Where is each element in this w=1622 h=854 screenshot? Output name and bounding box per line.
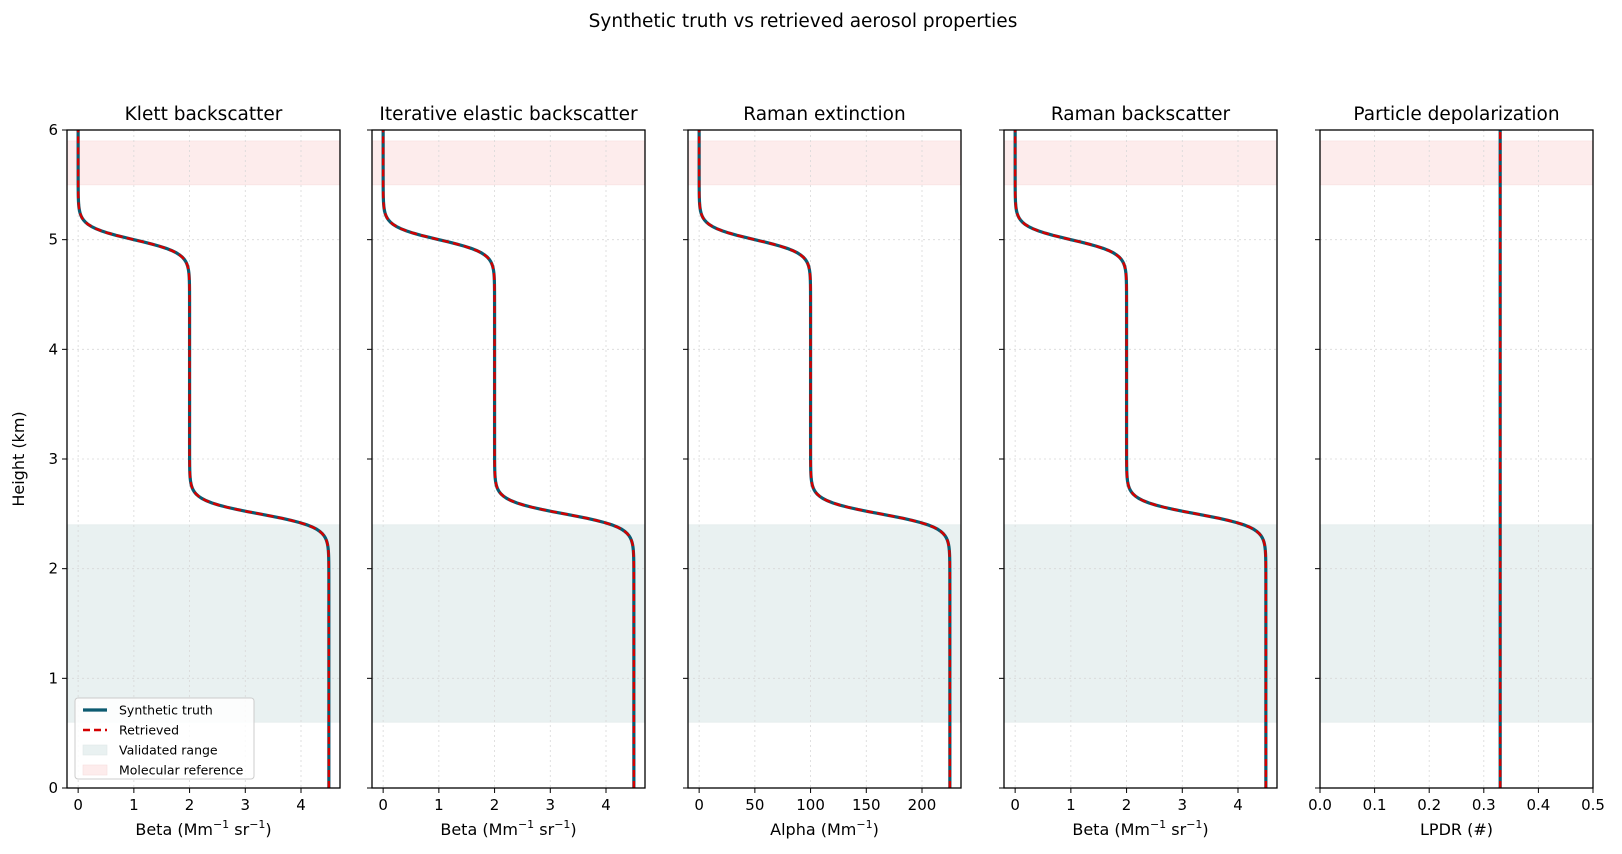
- x-axis-label-part: sr: [1166, 820, 1186, 839]
- x-axis-label-superscript: −1: [856, 818, 872, 831]
- validated-range-band: [371, 524, 646, 723]
- x-tick-label: 0: [73, 796, 83, 814]
- molecular-reference-band: [371, 140, 646, 186]
- molecular-reference-band: [1003, 140, 1278, 186]
- panel-3: 0 50 100 150 200 Alpha (Mm−1) Raman extinction: [683, 104, 962, 839]
- y-tick-label: 6: [48, 121, 58, 139]
- legend-box: [74, 697, 255, 780]
- x-tick-label: 3: [1178, 796, 1188, 814]
- x-tick-label: 1: [1066, 796, 1076, 814]
- x-tick-label: 100: [796, 796, 825, 814]
- x-tick-label: 0.2: [1417, 796, 1441, 814]
- x-axis-label-part: ): [873, 820, 879, 839]
- x-axis-label-part: Beta (Mm: [135, 820, 213, 839]
- x-tick-label: 2: [1122, 796, 1132, 814]
- molecular-reference-band: [66, 140, 341, 186]
- x-tick-label: 0: [378, 796, 388, 814]
- x-tick-label: 50: [745, 796, 764, 814]
- x-axis-label-superscript: −1: [213, 818, 229, 831]
- x-tick-label: 150: [852, 796, 881, 814]
- x-axis-label-part: sr: [229, 820, 249, 839]
- x-tick-label: 4: [296, 796, 306, 814]
- x-axis-label-part: ): [570, 820, 576, 839]
- x-tick-label: 1: [434, 796, 444, 814]
- x-tick-label: 4: [1233, 796, 1243, 814]
- x-tick-label: 3: [546, 796, 556, 814]
- molecular-reference-band: [687, 140, 962, 186]
- validated-range-band: [1319, 524, 1594, 723]
- y-tick-label: 3: [48, 450, 58, 468]
- x-axis-label-part: Beta (Mm: [1072, 820, 1150, 839]
- y-axis-label: Height (km): [9, 411, 28, 506]
- series-synthetic-truth-line: [76, 130, 331, 788]
- x-tick-label: 4: [601, 796, 611, 814]
- x-axis-label-part: ): [265, 820, 271, 839]
- y-tick-label: 1: [48, 669, 58, 687]
- series-synthetic-truth-line: [697, 130, 952, 788]
- y-tick-label: 4: [48, 340, 58, 358]
- legend-entry-label: Validated range: [119, 743, 218, 758]
- series-synthetic-truth-line: [1013, 130, 1268, 788]
- x-axis-label-superscript: −1: [554, 818, 570, 831]
- x-tick-label: 0: [694, 796, 704, 814]
- x-tick-label: 0: [1010, 796, 1020, 814]
- legend-entry-label: Molecular reference: [119, 763, 244, 778]
- x-axis-label-superscript: −1: [1186, 818, 1202, 831]
- x-axis-label-part: Alpha (Mm: [770, 820, 856, 839]
- figure-suptitle: Synthetic truth vs retrieved aerosol pro…: [589, 11, 1018, 32]
- x-tick-label: 2: [490, 796, 500, 814]
- y-tick-label: 2: [48, 560, 58, 578]
- x-tick-label: 0.0: [1308, 796, 1332, 814]
- x-tick-label: 200: [908, 796, 937, 814]
- legend-molecular-swatch: [82, 764, 108, 776]
- legend: Synthetic truth Retrieved Validated range M…: [74, 697, 255, 780]
- x-axis-label-superscript: −1: [249, 818, 265, 831]
- x-tick-label: 3: [241, 796, 251, 814]
- panel-title: Iterative elastic backscatter: [379, 104, 638, 125]
- x-tick-label: 0.3: [1472, 796, 1496, 814]
- x-axis-label-superscript: −1: [518, 818, 534, 831]
- x-axis-label-part: ): [1202, 820, 1208, 839]
- y-tick-label: 0: [48, 779, 58, 797]
- y-tick-label: 5: [48, 231, 58, 249]
- x-axis-label-part: Beta (Mm: [440, 820, 518, 839]
- x-tick-label: 2: [185, 796, 195, 814]
- x-axis-label-part: sr: [534, 820, 554, 839]
- x-tick-label: 0.4: [1526, 796, 1550, 814]
- x-axis-label: Beta (Mm−1 sr−1): [135, 818, 271, 839]
- x-axis-label: LPDR (#): [1420, 820, 1493, 839]
- x-axis-label-superscript: −1: [1150, 818, 1166, 831]
- x-axis-label-part: LPDR (#): [1420, 820, 1493, 839]
- validated-range-band: [687, 524, 962, 723]
- validated-range-band: [66, 524, 341, 723]
- x-tick-label: 0.1: [1363, 796, 1387, 814]
- legend-entry-label: Synthetic truth: [119, 703, 213, 718]
- panel-title: Particle depolarization: [1353, 104, 1559, 125]
- x-axis-label: Beta (Mm−1 sr−1): [440, 818, 576, 839]
- x-tick-label: 1: [129, 796, 139, 814]
- legend-validated-swatch: [82, 744, 108, 756]
- x-axis-label: Alpha (Mm−1): [770, 818, 879, 839]
- x-axis-label: Beta (Mm−1 sr−1): [1072, 818, 1208, 839]
- x-tick-label: 0.5: [1581, 796, 1605, 814]
- panel-title: Klett backscatter: [125, 104, 283, 125]
- series-synthetic-truth-line: [381, 130, 636, 788]
- panel-title: Raman backscatter: [1051, 104, 1231, 125]
- panel-title: Raman extinction: [743, 104, 905, 125]
- legend-entry-label: Retrieved: [119, 723, 179, 738]
- molecular-reference-band: [1319, 140, 1594, 186]
- validated-range-band: [1003, 524, 1278, 723]
- panel-5: 0.0 0.1 0.2 0.3 0.4 0.5 LPDR (#) Particle depol…: [1308, 104, 1605, 839]
